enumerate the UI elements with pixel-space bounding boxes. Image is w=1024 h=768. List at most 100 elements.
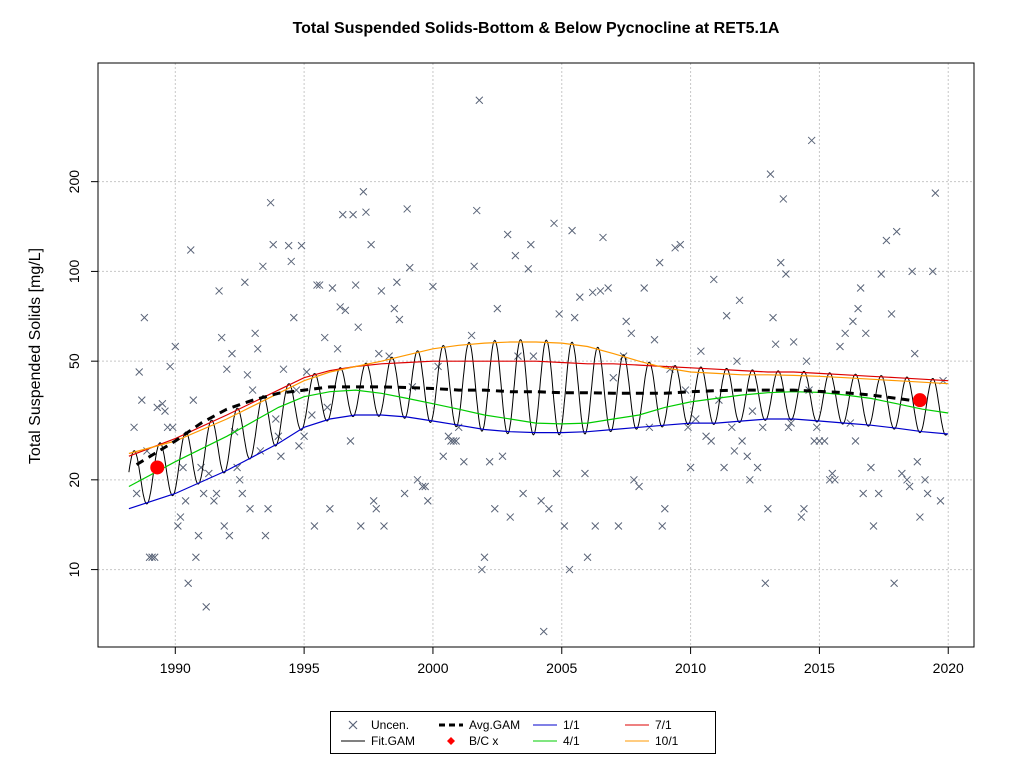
uncensored-point — [769, 313, 777, 322]
uncensored-point — [313, 281, 321, 289]
uncensored-point — [228, 349, 236, 358]
uncensored-point — [302, 368, 311, 376]
uncensored-point — [565, 565, 574, 574]
uncensored-point — [310, 522, 319, 530]
uncensored-point — [753, 463, 762, 472]
y-tick-label: 20 — [66, 472, 82, 488]
uncensored-point — [475, 96, 484, 105]
legend-label-avg: Avg.GAM — [469, 718, 521, 732]
uncensored-point — [874, 489, 883, 498]
legend-item-s71: 7/1 — [623, 717, 672, 733]
uncensored-point — [529, 352, 538, 360]
uncensored-point — [137, 396, 146, 405]
uncensored-point — [202, 602, 211, 611]
uncensored-point — [622, 317, 631, 326]
uncensored-point — [627, 329, 636, 338]
uncensored-point — [596, 287, 605, 295]
uncensored-point — [645, 423, 654, 432]
chart-plot: 1990 1995 2000 2005 2010 2015 2020 10 20 50 100 200 — [66, 62, 975, 676]
uncensored-point — [372, 504, 381, 513]
legend: Uncen. Fit.GAM Avg.GAM B/C x 1/1 4/1 7 — [330, 711, 716, 754]
uncensored-point — [506, 513, 515, 521]
uncensored-point — [179, 463, 187, 472]
uncensored-point — [300, 432, 308, 441]
uncensored-point — [277, 452, 285, 461]
uncensored-point — [333, 344, 342, 353]
uncensored-point — [707, 437, 716, 445]
legend-label-uncen: Uncen. — [371, 718, 410, 732]
uncensored-point — [856, 284, 865, 292]
uncensored-point — [583, 553, 592, 562]
uncensored-point — [921, 475, 929, 484]
uncensored-point — [660, 504, 669, 513]
uncensored-point — [539, 627, 548, 636]
uncensored-point — [403, 205, 412, 213]
uncensored-point — [148, 553, 156, 562]
uncensored-point — [733, 357, 741, 366]
uncensored-point — [568, 226, 576, 235]
uncensored-point — [359, 187, 368, 196]
uncensored-point — [356, 522, 365, 530]
uncensored-point — [390, 304, 399, 313]
uncensored-point — [861, 329, 870, 338]
uncensored-point — [697, 347, 705, 356]
axes-layer: 1990 1995 2000 2005 2010 2015 2020 10 20 50 100 200 — [66, 170, 964, 676]
uncensored-point — [485, 457, 494, 466]
uncensored-point — [166, 362, 174, 371]
uncensored-point — [916, 513, 924, 521]
uncensored-point — [537, 497, 546, 505]
uncensored-point — [284, 241, 293, 250]
fit-gam-line — [128, 339, 948, 505]
uncensored-point — [766, 170, 775, 178]
uncensored-point — [261, 531, 270, 540]
uncensored-point — [189, 396, 198, 405]
points-layer — [130, 96, 947, 636]
uncensored-point — [552, 469, 561, 478]
uncensored-point — [776, 258, 785, 267]
y-tick-label: 100 — [66, 260, 82, 284]
uncensored-point — [204, 469, 213, 478]
uncensored-point — [287, 257, 296, 266]
uncensored-point — [478, 565, 486, 574]
uncensored-point — [326, 504, 334, 513]
uncensored-point — [439, 452, 448, 461]
uncensored-point — [184, 579, 193, 588]
uncensored-point — [320, 333, 329, 342]
uncensored-point — [764, 504, 772, 513]
legend-line-icon — [623, 717, 651, 733]
uncensored-point — [779, 195, 788, 203]
uncensored-point — [784, 423, 793, 432]
uncensored-point — [913, 457, 922, 466]
uncensored-point — [635, 482, 643, 491]
uncensored-point — [413, 475, 422, 484]
uncensored-point — [630, 475, 638, 484]
grid-layer — [98, 63, 974, 647]
uncensored-point — [748, 407, 757, 415]
y-tick-label: 200 — [66, 170, 82, 194]
uncensored-point — [279, 365, 288, 374]
uncensored-point — [174, 522, 182, 530]
uncensored-point — [869, 522, 878, 530]
uncensored-point — [526, 240, 535, 249]
legend-label-fit: Fit.GAM — [371, 734, 415, 748]
lines-layer — [128, 339, 949, 510]
uncensored-point — [931, 189, 940, 198]
uncensored-point — [158, 399, 167, 408]
x-tick-label: 2000 — [417, 660, 448, 676]
uncensored-point — [171, 342, 180, 351]
uncensored-point — [256, 447, 265, 455]
x-tick-label: 1990 — [160, 660, 191, 676]
uncensored-point — [251, 329, 260, 338]
uncensored-point — [217, 333, 226, 342]
uncensored-point — [800, 504, 808, 513]
uncensored-point — [307, 411, 316, 419]
legend-dashed-line-icon — [437, 717, 465, 733]
uncensored-point — [671, 243, 679, 252]
uncensored-point — [295, 441, 303, 450]
legend-label-bc: B/C x — [469, 734, 499, 748]
uncensored-point — [362, 208, 370, 217]
legend-line-icon — [531, 733, 559, 749]
x-tick-label: 2015 — [804, 660, 835, 676]
uncensored-point — [259, 262, 267, 271]
uncensored-point — [743, 452, 752, 461]
